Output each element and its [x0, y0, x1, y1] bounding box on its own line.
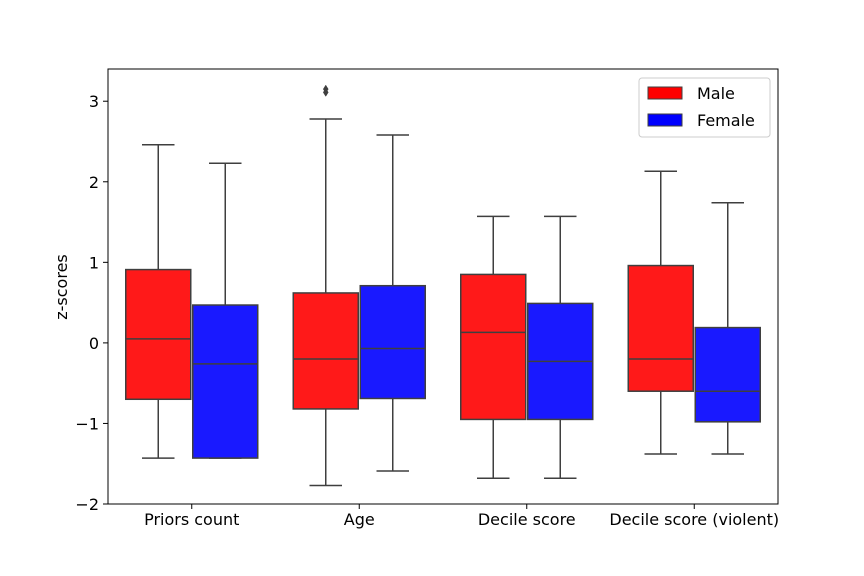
box-iqr: [125, 268, 192, 401]
x-tick-label: Decile score: [478, 510, 576, 529]
y-tick-label: −1: [75, 414, 99, 433]
x-tick-label: Age: [344, 510, 375, 529]
box-iqr: [359, 284, 426, 400]
legend-swatch-male: [647, 86, 683, 100]
y-tick-label: −2: [75, 495, 99, 514]
box-female-0: [192, 162, 259, 459]
box-male-1: [292, 84, 359, 487]
legend-swatch-female: [647, 113, 683, 127]
y-tick-label: 2: [89, 173, 99, 192]
y-axis: 3 2 1 0 −1 −2: [75, 92, 108, 514]
legend: Male Female: [638, 77, 771, 138]
y-axis-label: z-scores: [52, 254, 71, 320]
x-tick-label: Priors count: [144, 510, 239, 529]
box-male-2: [460, 215, 527, 479]
x-axis: Priors count Age Decile score Decile score …: [144, 504, 779, 529]
y-tick-label: 3: [89, 92, 99, 111]
box-male-0: [125, 143, 192, 459]
outlier-point: [322, 87, 329, 97]
box-iqr: [694, 326, 761, 423]
box-iqr: [627, 264, 694, 392]
box-iqr: [192, 304, 259, 459]
box-female-3: [694, 201, 761, 455]
y-tick-label: 1: [89, 253, 99, 272]
legend-label-female: Female: [697, 111, 755, 130]
y-tick-label: 0: [89, 334, 99, 353]
box-iqr: [292, 292, 359, 410]
legend-label-male: Male: [697, 84, 735, 103]
boxes-layer: [125, 84, 761, 487]
box-female-1: [359, 134, 426, 472]
box-iqr: [460, 273, 527, 421]
x-tick-label: Decile score (violent): [609, 510, 779, 529]
box-female-2: [527, 215, 594, 479]
box-male-3: [627, 170, 694, 455]
